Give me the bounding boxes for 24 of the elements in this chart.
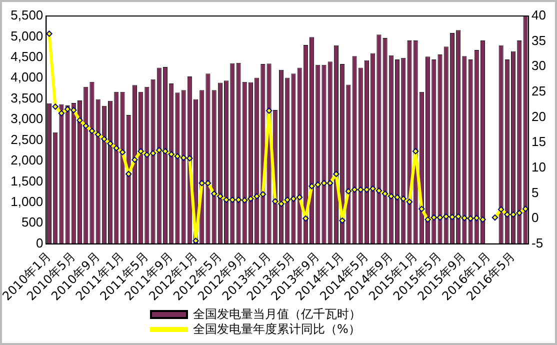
legend-label: 全国发电量当月值（亿千瓦时） [193, 307, 361, 322]
y2-tick-label: 25 [532, 84, 546, 99]
y-tick-label: 1,500 [10, 173, 44, 188]
y2-tick-label: 5 [532, 184, 539, 200]
y-tick-label: 3,500 [10, 90, 44, 106]
y2-tick-label: 20 [532, 108, 546, 124]
y-tick-label: 2,500 [10, 132, 44, 147]
y-tick-label: 4,000 [10, 70, 44, 85]
y2-tick-label: 0 [532, 210, 539, 226]
y-tick-label: 500 [21, 214, 44, 230]
y2-tick-label: -5 [532, 235, 544, 250]
y-tick-label: 5,500 [10, 8, 44, 23]
y-tick-label: 2,000 [10, 152, 44, 168]
y2-tick-label: 10 [532, 159, 546, 174]
y2-tick-label: 40 [532, 8, 546, 23]
y-tick-label: 1,000 [10, 194, 44, 210]
y2-tick-label: 35 [532, 32, 546, 48]
y-tick-label: 0 [36, 235, 44, 250]
y2-tick-label: 15 [532, 134, 546, 150]
y-tick-label: 5,000 [10, 28, 44, 44]
y-tick-label: 4,500 [10, 49, 44, 64]
y-tick-label: 3,000 [10, 111, 44, 126]
y2-tick-label: 30 [532, 58, 546, 74]
legend-label: 全国发电量年度累计同比（%） [193, 322, 360, 337]
